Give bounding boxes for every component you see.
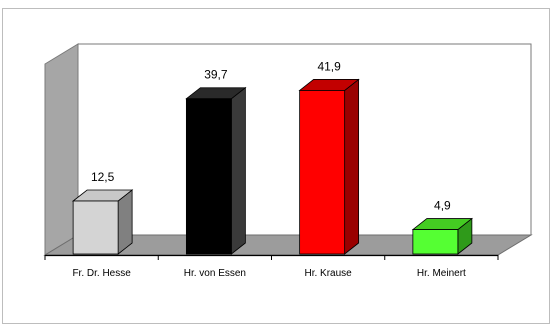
bar-4 (412, 229, 459, 255)
bar-1 (72, 200, 119, 255)
bar-3 (299, 90, 346, 255)
category-label-3: Hr. Krause (305, 268, 353, 279)
data-label-2: 39,7 (204, 68, 228, 82)
bar-2 (185, 98, 232, 255)
bar-side-3 (344, 78, 360, 255)
category-label-2: Hr. von Essen (184, 268, 246, 279)
data-label-3: 41,9 (317, 59, 341, 73)
bar-side-2 (230, 86, 246, 255)
data-label-4: 4,9 (434, 199, 451, 213)
data-label-1: 12,5 (91, 170, 115, 184)
category-label-4: Hr. Meinert (417, 268, 466, 279)
category-label-1: Fr. Dr. Hesse (72, 268, 131, 279)
